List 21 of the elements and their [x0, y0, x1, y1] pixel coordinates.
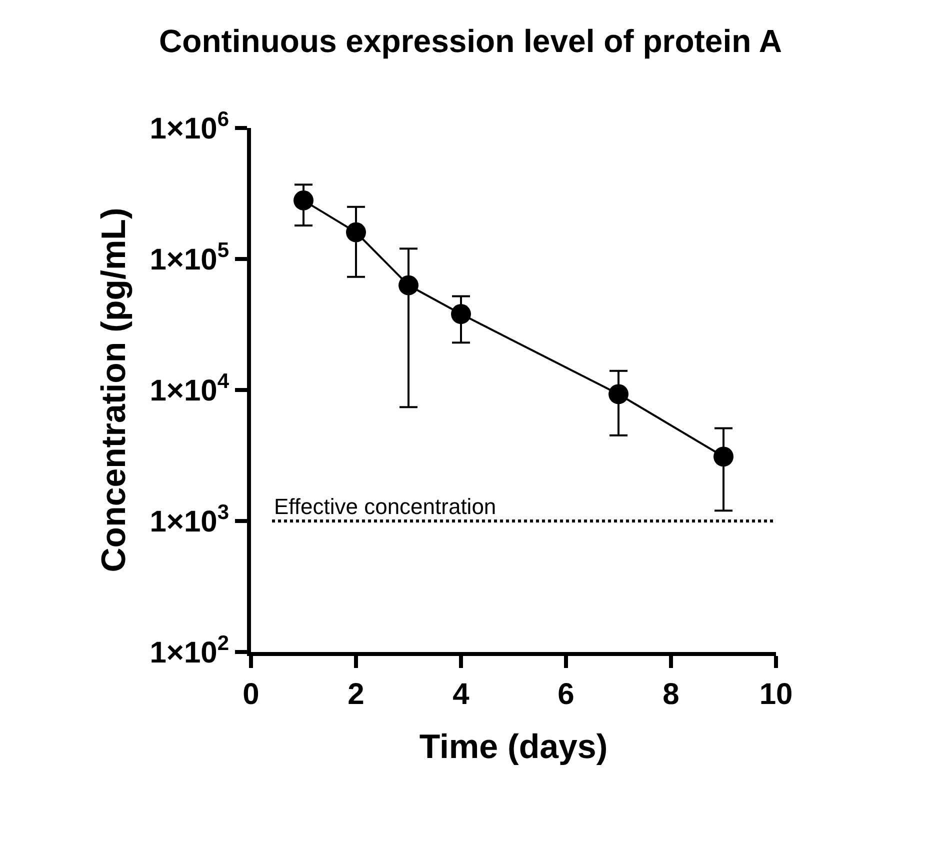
x-tick-label: 4: [452, 678, 470, 711]
point: [714, 446, 734, 467]
x-tick-label: 8: [662, 678, 680, 711]
y-tick-label: 1×10$^{6}$: [150, 108, 229, 146]
point: [346, 222, 366, 242]
x-axis-title: Time (days): [419, 728, 608, 766]
x-tick-label: 10: [759, 678, 793, 711]
ref-line-label: Effective concentration: [274, 494, 496, 519]
point: [294, 190, 314, 210]
y-tick-label: 1×10$^{2}$: [150, 632, 229, 670]
point: [608, 384, 628, 404]
x-tick-label: 2: [348, 678, 364, 711]
point: [398, 275, 418, 296]
y-tick-label: 1×10$^{5}$: [150, 238, 230, 276]
y-tick-label: 1×10$^{4}$: [150, 370, 230, 408]
y-axis-title: Concentration (pg/mL): [94, 208, 133, 572]
x-tick-label: 0: [242, 678, 260, 711]
chart-title: Continuous expression level of protein A: [159, 22, 782, 59]
x-tick-label: 6: [558, 678, 574, 711]
y-tick-label: 1×10$^{3}$: [150, 500, 229, 538]
point: [451, 304, 471, 324]
